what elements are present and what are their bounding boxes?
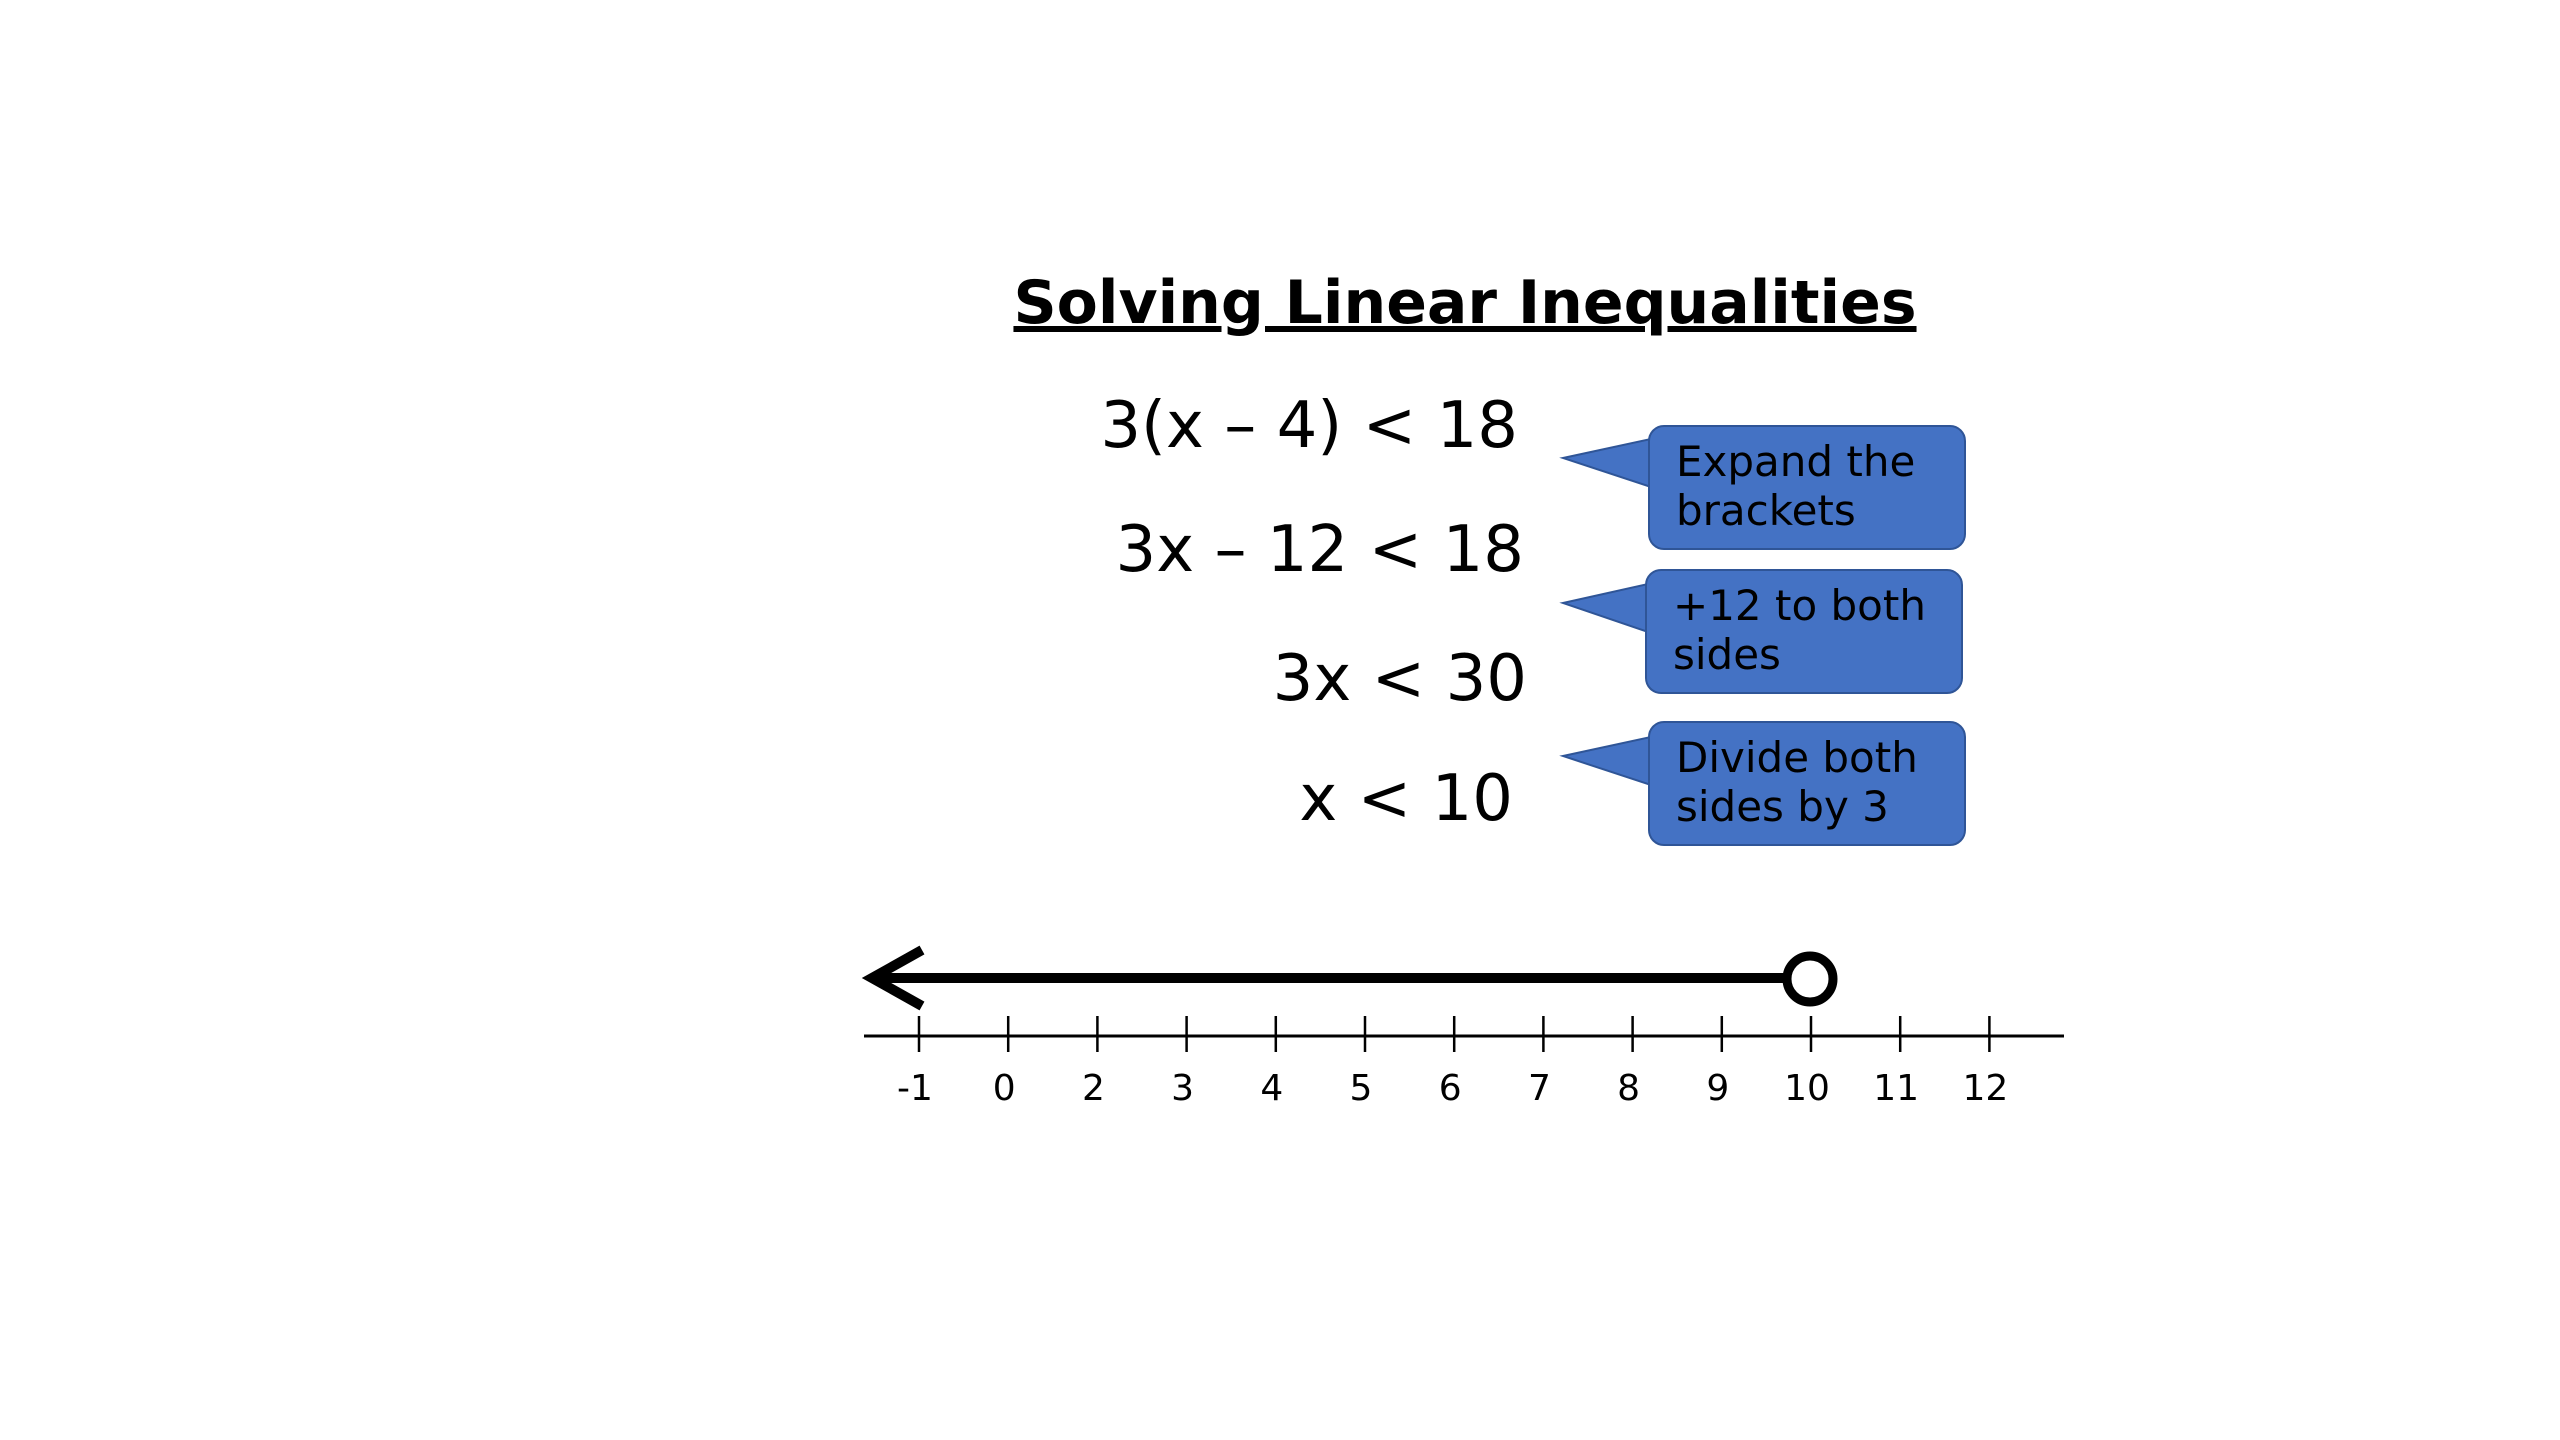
equation: 3x – 12 < 18	[1116, 513, 1524, 587]
callout: Divide both sides by 3	[1648, 721, 1966, 846]
tick-label: 6	[1439, 1068, 1462, 1109]
arrow-head	[861, 945, 925, 1011]
tick-label: 8	[1617, 1068, 1640, 1109]
equation: 3(x – 4) < 18	[1100, 389, 1518, 463]
tick-label: 10	[1784, 1068, 1830, 1109]
title: Solving Linear Inequalities	[1013, 268, 1916, 338]
tick-label: 4	[1260, 1068, 1283, 1109]
callout: Expand the brackets	[1648, 425, 1966, 550]
callout: +12 to both sides	[1645, 569, 1963, 694]
number-line: -1 0 2 3 4 5 6 7 8 9 10 11 12	[897, 1016, 2008, 1109]
tick-label: 7	[1528, 1068, 1551, 1109]
callout-pointer	[1559, 733, 1661, 790]
tick-label: 0	[993, 1068, 1016, 1109]
tick-label: 2	[1082, 1068, 1105, 1109]
callout-pointer	[1559, 435, 1661, 492]
tick-label: 11	[1873, 1068, 1919, 1109]
tick-label: 9	[1706, 1068, 1729, 1109]
open-circle	[1782, 951, 1838, 1007]
tick-label: 5	[1350, 1068, 1373, 1109]
callout-pointer	[1559, 580, 1658, 637]
tick-label: 3	[1171, 1068, 1194, 1109]
tick-label: 12	[1962, 1068, 2008, 1109]
tick-label: -1	[897, 1068, 933, 1109]
equation: x < 10	[1299, 762, 1513, 836]
equation: 3x < 30	[1273, 642, 1527, 716]
